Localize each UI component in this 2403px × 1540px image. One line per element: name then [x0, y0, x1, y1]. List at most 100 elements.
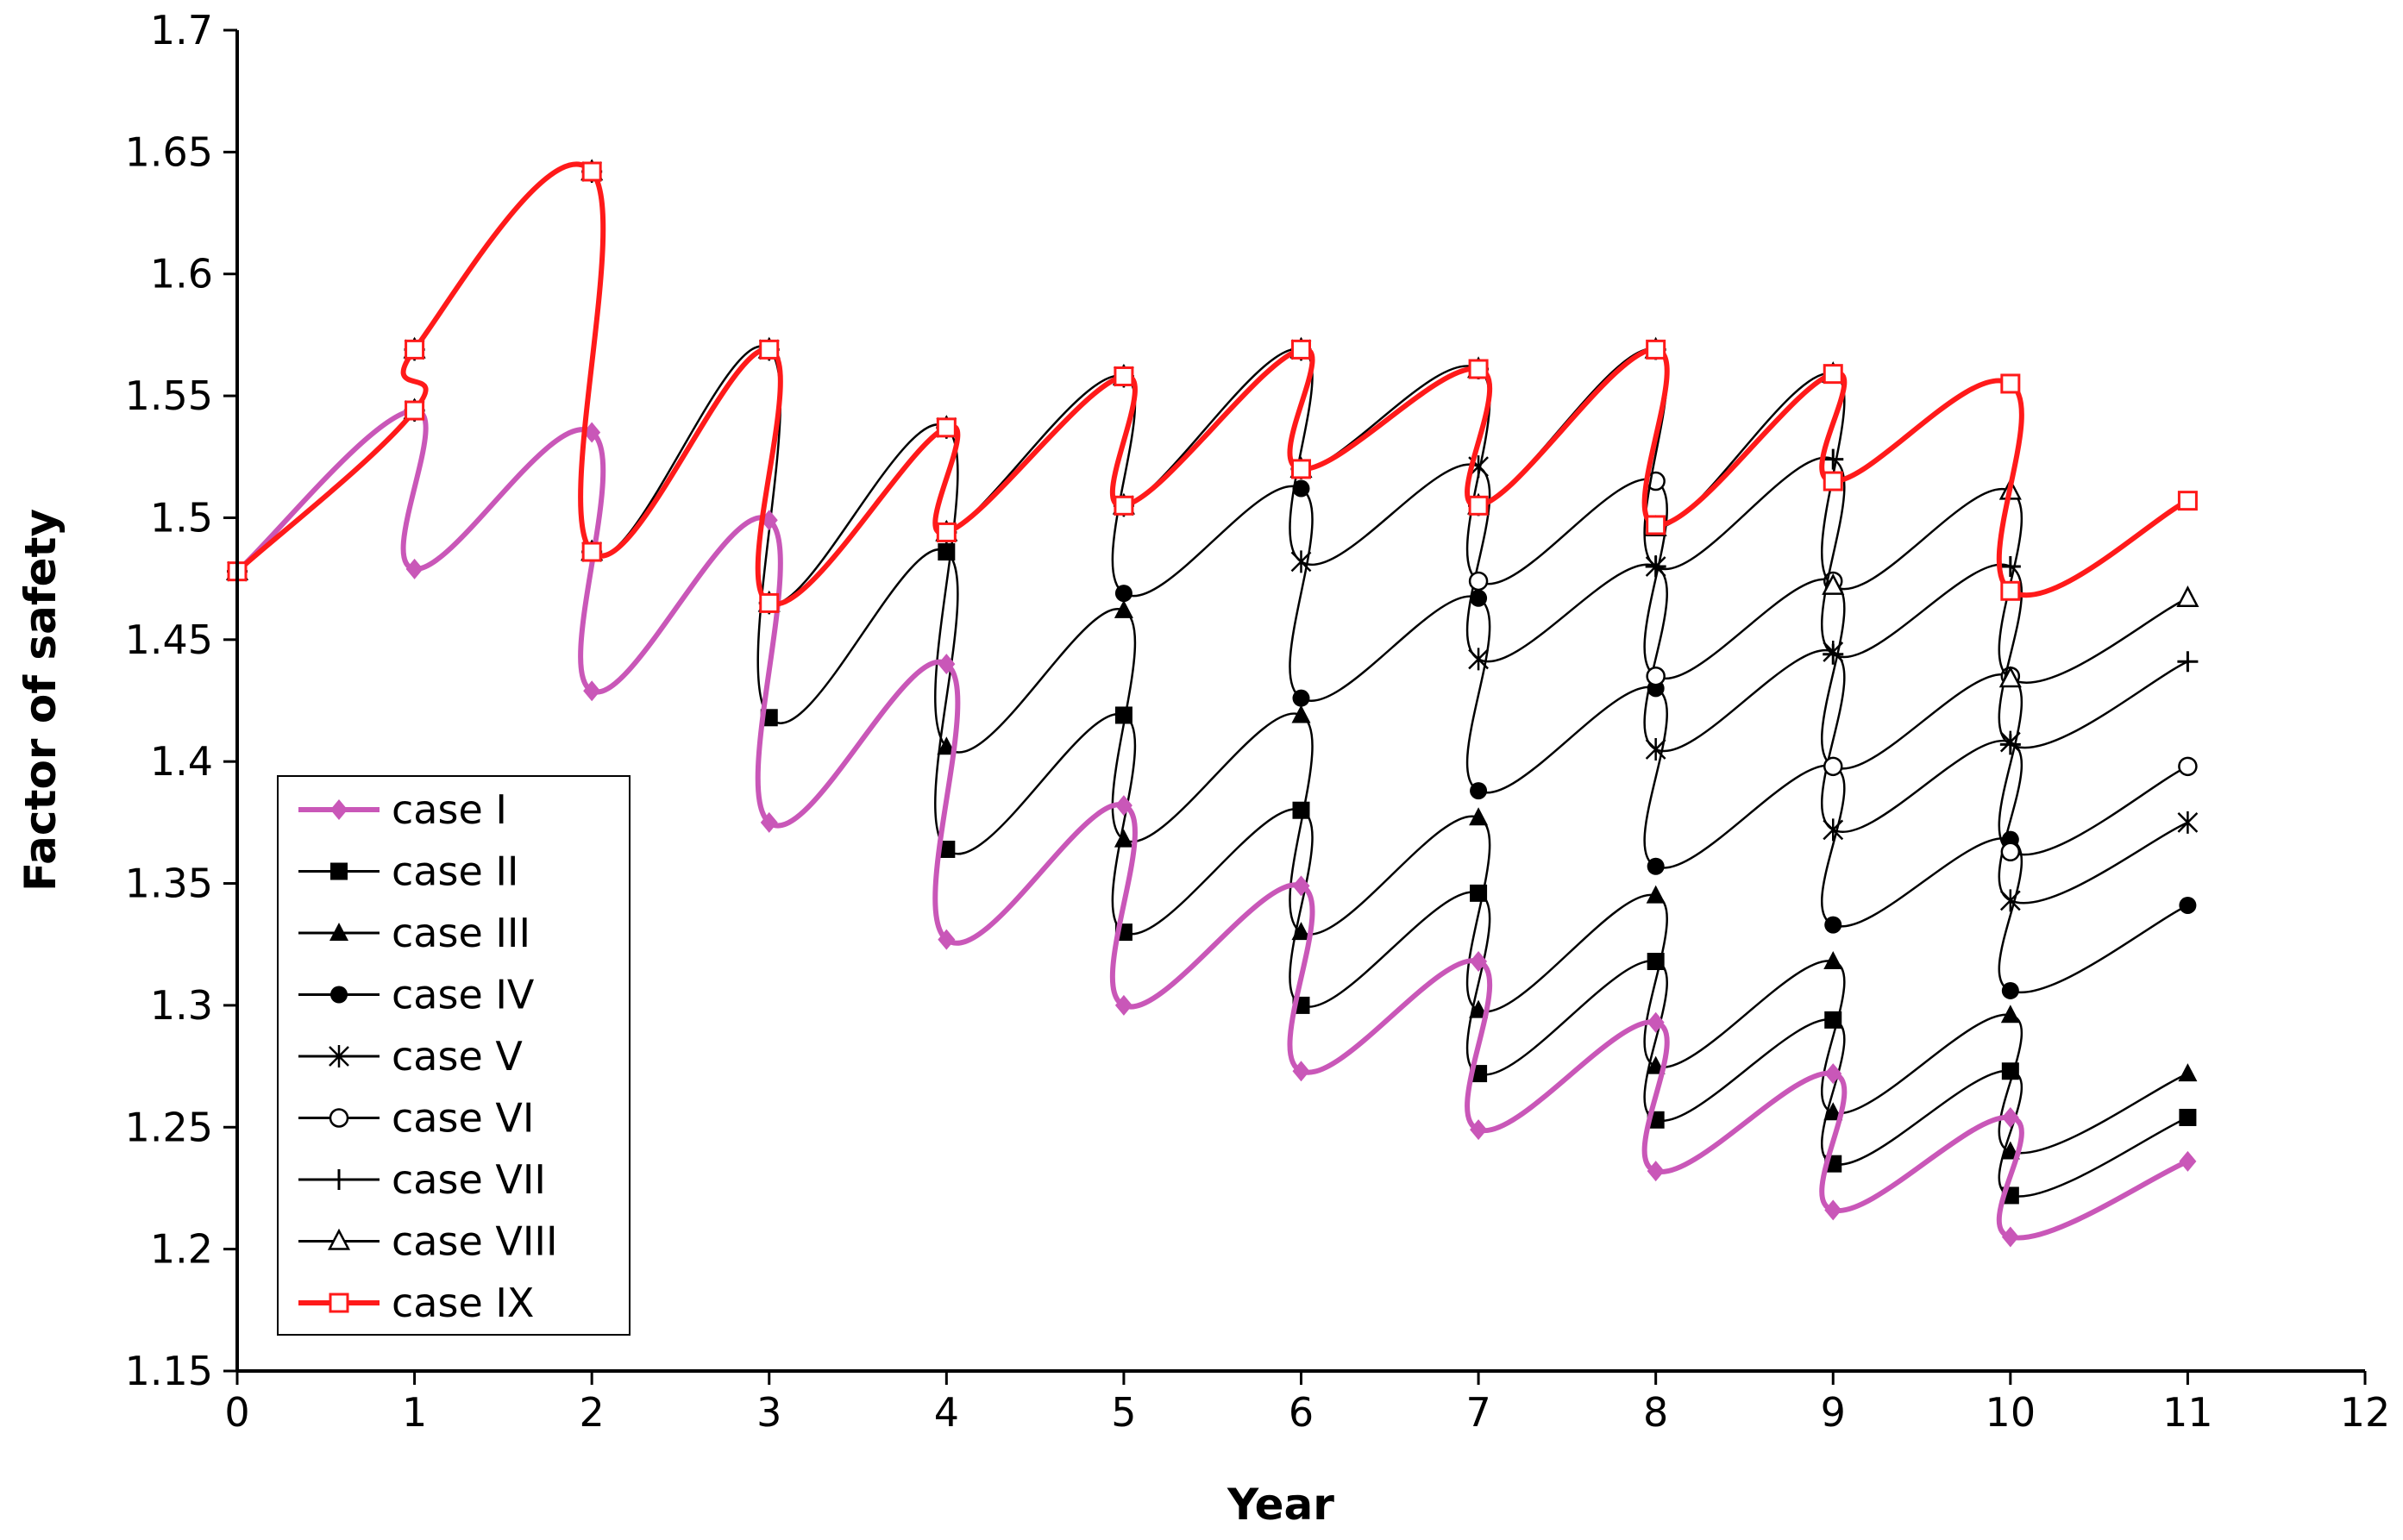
- legend-item-case-ii: case II: [298, 848, 519, 895]
- point-case-ix: [936, 417, 957, 438]
- point-case-i: [583, 680, 601, 702]
- legend-label: case III: [392, 910, 530, 956]
- y-tick-label: 1.35: [125, 861, 213, 907]
- series-line-case-ix: [235, 161, 2189, 607]
- legend-item-case-iv: case IV: [298, 972, 535, 1018]
- point-case-i: [1647, 1161, 1665, 1182]
- legend-marker: [330, 862, 348, 880]
- point-case-i: [938, 654, 956, 675]
- point-case-ix: [759, 592, 780, 613]
- legend-marker: [327, 1228, 351, 1250]
- point-case-iii: [1469, 999, 1489, 1018]
- point-case-vi: [1646, 666, 1666, 686]
- point-case-i: [1470, 951, 1488, 973]
- point-case-vii: [1823, 448, 1844, 470]
- legend-label: case V: [392, 1033, 523, 1080]
- x-tick-label: 2: [580, 1389, 605, 1436]
- series-case-vi: [227, 161, 2198, 862]
- legend-label: case I: [392, 786, 507, 833]
- x-tick-label: 12: [2340, 1389, 2391, 1436]
- point-case-vi: [1823, 756, 1843, 777]
- point-case-ix: [581, 542, 602, 562]
- legend-label: case VII: [392, 1156, 546, 1203]
- point-case-iii: [1291, 704, 1311, 723]
- series-case-i: [229, 400, 2197, 1248]
- point-case-v: [1999, 889, 2021, 912]
- legend-marker: [330, 986, 348, 1004]
- point-case-i: [760, 811, 778, 833]
- point-case-vii: [1645, 556, 1666, 577]
- x-tick-label: 7: [1465, 1389, 1490, 1436]
- point-case-i: [938, 929, 956, 950]
- point-case-i: [1114, 795, 1132, 817]
- legend-marker: [330, 799, 348, 820]
- y-tick-label: 1.65: [125, 128, 213, 175]
- point-case-vii: [2177, 651, 2199, 673]
- point-case-ix: [2177, 491, 2198, 511]
- point-case-i: [2001, 1106, 2019, 1128]
- point-case-i: [1292, 1061, 1310, 1082]
- point-case-ix: [2000, 580, 2021, 601]
- legend-item-case-v: case V: [298, 1033, 523, 1080]
- point-case-ix: [1291, 339, 1311, 360]
- point-case-ii: [2179, 1108, 2197, 1126]
- y-tick-label: 1.4: [150, 738, 213, 785]
- x-tick-label: 9: [1821, 1389, 1846, 1436]
- point-case-ix: [1646, 339, 1666, 360]
- point-case-v: [1823, 818, 1844, 842]
- point-case-i: [1647, 1011, 1665, 1033]
- point-case-ix: [1114, 495, 1134, 516]
- tick-labels: 0 1 2 3 4 5 6 7 8 9 10 11 121.151.21.251.31.351.41.4…: [125, 7, 2391, 1436]
- point-case-ix: [759, 339, 780, 360]
- legend-marker: [329, 1169, 349, 1190]
- y-tick-label: 1.15: [125, 1348, 213, 1394]
- point-case-iv: [1114, 585, 1132, 603]
- point-case-iii: [1291, 922, 1311, 941]
- point-case-ix: [1823, 471, 1843, 491]
- point-case-ix: [936, 522, 957, 542]
- point-case-iv: [1470, 589, 1488, 607]
- legend-item-case-vii: case VII: [298, 1156, 546, 1203]
- legend-label: case IX: [392, 1280, 534, 1326]
- y-tick-label: 1.6: [150, 251, 213, 297]
- point-case-ix: [581, 161, 602, 182]
- point-case-iii: [1823, 951, 1843, 970]
- y-tick-label: 1.55: [125, 372, 213, 419]
- point-case-iv: [1470, 782, 1488, 800]
- point-case-iv: [2179, 896, 2197, 914]
- series-line-case-viii: [236, 163, 2188, 685]
- legend-marker: [329, 1045, 349, 1067]
- point-case-iv: [1292, 689, 1310, 707]
- point-case-ix: [1468, 359, 1489, 379]
- point-case-vi: [2178, 756, 2198, 777]
- x-tick-label: 1: [402, 1389, 427, 1436]
- point-case-v: [1290, 550, 1312, 573]
- point-case-v: [1468, 648, 1489, 671]
- series-case-viii: [225, 159, 2199, 688]
- point-case-viii: [2176, 585, 2199, 608]
- point-case-iii: [1646, 885, 1666, 904]
- x-tick-label: 5: [1111, 1389, 1136, 1436]
- point-case-vii: [1999, 734, 2021, 755]
- point-case-viii: [1822, 573, 1845, 595]
- point-case-ix: [1646, 515, 1666, 535]
- legend: case I case II case III case IV case V case V…: [277, 775, 631, 1336]
- point-case-iii: [2000, 1005, 2020, 1024]
- x-tick-label: 6: [1289, 1389, 1314, 1436]
- legend-item-case-ix: case IX: [298, 1280, 534, 1326]
- legend-item-case-iii: case III: [298, 910, 530, 956]
- series-line-case-vii: [236, 163, 2188, 749]
- point-case-v: [2177, 811, 2199, 834]
- x-tick-label: 10: [1986, 1389, 2036, 1436]
- point-case-i: [2179, 1150, 2197, 1172]
- point-case-iv: [2001, 981, 2019, 999]
- legend-label: case VIII: [392, 1218, 558, 1265]
- y-tick-label: 1.5: [150, 494, 213, 541]
- point-case-v: [1645, 738, 1666, 761]
- point-case-i: [1824, 1063, 1842, 1085]
- point-case-ii: [1292, 801, 1310, 819]
- point-case-iii: [1114, 599, 1133, 618]
- series-case-vii: [227, 160, 2199, 755]
- point-case-i: [1292, 875, 1310, 897]
- point-case-i: [2001, 1226, 2019, 1248]
